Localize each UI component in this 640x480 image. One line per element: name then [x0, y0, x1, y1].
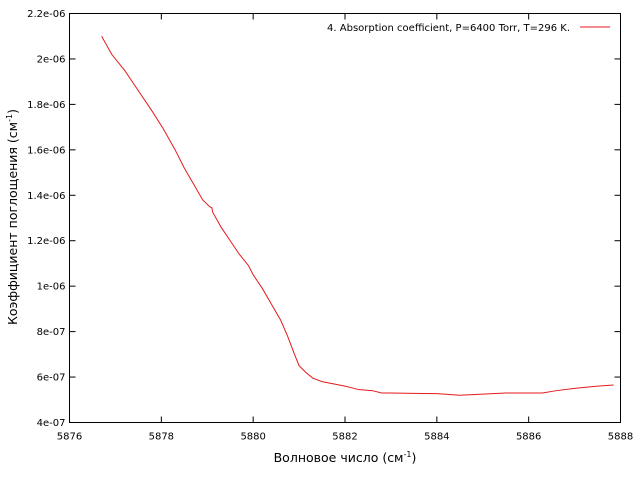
ticks — [69, 13, 621, 423]
x-tick-label: 5882 — [332, 432, 357, 443]
y-tick-label: 6e-07 — [37, 373, 66, 384]
x-tick-label: 5876 — [57, 432, 82, 443]
y-tick-label: 1.8e-06 — [27, 100, 65, 111]
x-axis-label: Волновое число (см-1) — [274, 450, 417, 465]
plot-frame — [69, 13, 621, 423]
y-tick-label: 4e-07 — [37, 418, 66, 429]
x-tick-label: 5878 — [149, 432, 174, 443]
y-tick-label: 1.2e-06 — [27, 236, 65, 247]
y-tick-label: 8e-07 — [37, 327, 66, 338]
x-tick-label: 5888 — [608, 432, 633, 443]
x-tick-label: 5880 — [240, 432, 265, 443]
legend: 4. Absorption coefficient, P=6400 Torr, … — [327, 23, 610, 34]
y-tick-label: 1.4e-06 — [27, 191, 65, 202]
y-axis-label: Коэффициент поглощения (см-1) — [5, 109, 20, 325]
series-line — [101, 35, 614, 396]
y-tick-label: 2.2e-06 — [27, 9, 65, 20]
x-tick-label: 5886 — [516, 432, 541, 443]
legend-entry-text: 4. Absorption coefficient, P=6400 Torr, … — [327, 23, 570, 34]
y-tick-label: 1e-06 — [37, 282, 66, 293]
tick-labels: 5876 5878 5880 5882 5884 5886 5888 4e-07 6e-07 8e… — [27, 9, 633, 443]
y-tick-label: 2e-06 — [37, 54, 66, 65]
y-tick-label: 1.6e-06 — [27, 145, 65, 156]
x-tick-label: 5884 — [424, 432, 449, 443]
